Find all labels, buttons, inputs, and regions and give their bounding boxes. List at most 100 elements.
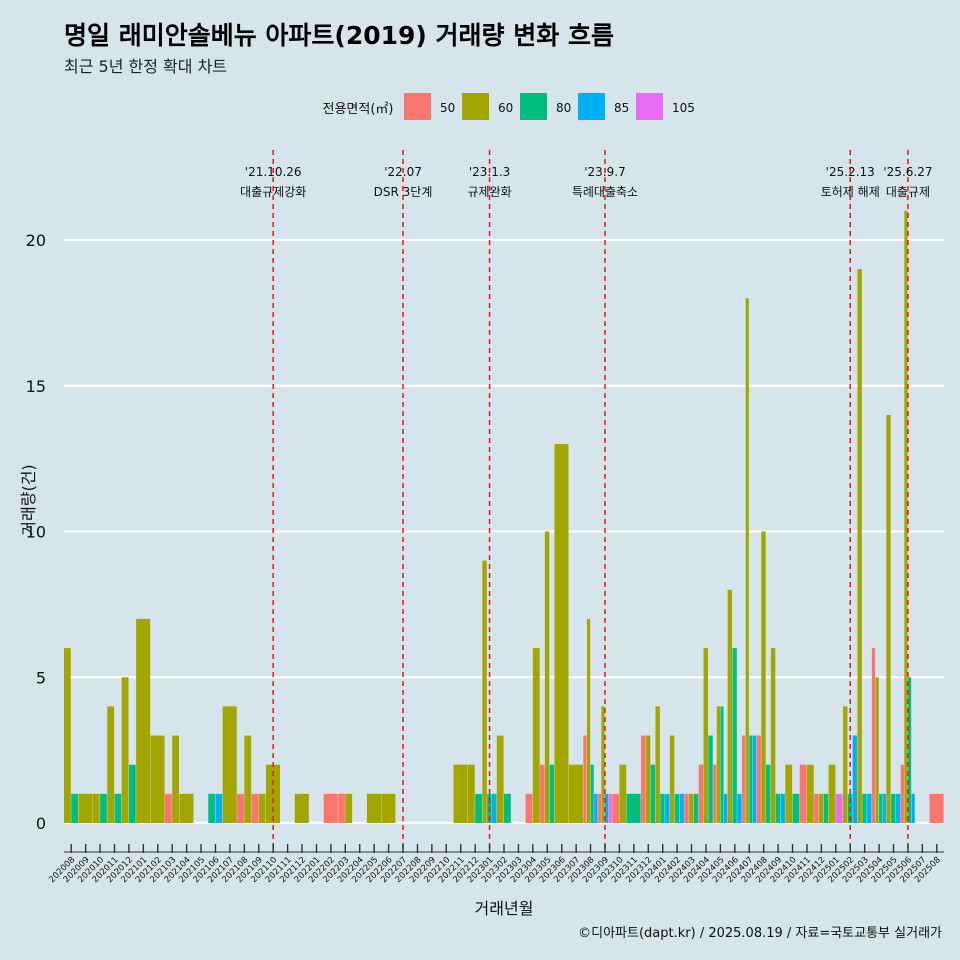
bar [345, 793, 353, 823]
legend-swatch [636, 93, 663, 120]
legend-label: 80 [556, 101, 571, 115]
x-axis-title: 거래년월 [475, 899, 534, 918]
legend-swatch [404, 93, 431, 120]
bar [641, 735, 646, 823]
bar [752, 735, 757, 823]
bar [121, 677, 129, 823]
bar [799, 764, 807, 823]
bar [828, 764, 836, 823]
event-name-label: DSR 3단계 [374, 185, 433, 199]
bar [703, 648, 708, 823]
y-tick-label: 0 [36, 814, 46, 833]
bar [619, 764, 627, 823]
bar [164, 793, 172, 823]
bar [114, 793, 122, 823]
y-axis-title: 거래량(건) [19, 464, 38, 535]
bar [366, 793, 381, 823]
bar [775, 793, 781, 823]
bar [554, 444, 569, 823]
y-tick-label: 5 [36, 668, 46, 687]
bar [882, 793, 886, 823]
bar [532, 648, 540, 823]
bar [708, 735, 713, 823]
bar [626, 793, 641, 823]
chart-title: 명일 래미안솔베뉴 아파트(2019) 거래량 변화 흐름 [64, 21, 614, 50]
y-tick-label: 20 [26, 231, 46, 250]
bar [594, 793, 598, 823]
legend-label: 85 [614, 101, 629, 115]
legend-label: 105 [672, 101, 695, 115]
bar [100, 793, 107, 823]
bar [770, 648, 776, 823]
bar [504, 793, 511, 823]
bar [867, 793, 872, 823]
event-date-label: '25.2.13 [826, 165, 875, 179]
event-date-label: '25.6.27 [883, 165, 932, 179]
bar [660, 793, 665, 823]
bar [583, 735, 587, 823]
bar [590, 764, 594, 823]
event-name-label: 특례대출축소 [572, 185, 638, 199]
bar [792, 793, 800, 823]
event-date-label: '23.1.3 [469, 165, 510, 179]
bar [737, 793, 742, 823]
bar [835, 793, 843, 823]
bar [724, 793, 728, 823]
bar [650, 764, 656, 823]
bar [727, 589, 733, 823]
bar [720, 706, 724, 823]
bar [674, 793, 680, 823]
bar [237, 793, 244, 823]
bar [814, 793, 819, 823]
bar [568, 764, 583, 823]
chart-subtitle: 최근 5년 한정 확대 차트 [64, 57, 228, 76]
bar [491, 793, 497, 823]
bar [713, 764, 717, 823]
bar [92, 793, 100, 823]
bar [871, 648, 876, 823]
event-date-label: '21.10.26 [245, 165, 302, 179]
bar [929, 793, 944, 823]
legend-swatch [462, 93, 489, 120]
bar [852, 735, 858, 823]
bar [684, 793, 689, 823]
bar [698, 764, 704, 823]
bar [453, 764, 468, 823]
bar [540, 764, 545, 823]
bar [766, 764, 771, 823]
bar [645, 735, 651, 823]
bar [761, 531, 766, 823]
legend-label: 60 [498, 101, 513, 115]
bar [862, 793, 867, 823]
bar [843, 706, 848, 823]
bar [323, 793, 338, 823]
bar [179, 793, 194, 823]
bar [669, 735, 675, 823]
bar [208, 793, 216, 823]
legend-title: 전용면적(㎡) [323, 102, 394, 117]
bar [785, 764, 793, 823]
bar [875, 677, 879, 823]
bar [612, 793, 620, 823]
bar [604, 793, 609, 823]
bar [886, 414, 891, 823]
bar [806, 764, 814, 823]
bar [294, 793, 309, 823]
bar [150, 735, 165, 823]
bar [601, 706, 605, 823]
bar [907, 677, 912, 823]
bar [482, 560, 487, 823]
bar [64, 648, 71, 823]
bar [655, 706, 660, 823]
bar [608, 793, 612, 823]
bar [71, 793, 79, 823]
y-tick-label: 15 [26, 377, 46, 396]
bar [172, 735, 180, 823]
bar [879, 793, 883, 823]
bar [689, 793, 694, 823]
bar [215, 793, 223, 823]
bar [467, 764, 475, 823]
bar [338, 793, 345, 823]
bar [818, 793, 824, 823]
